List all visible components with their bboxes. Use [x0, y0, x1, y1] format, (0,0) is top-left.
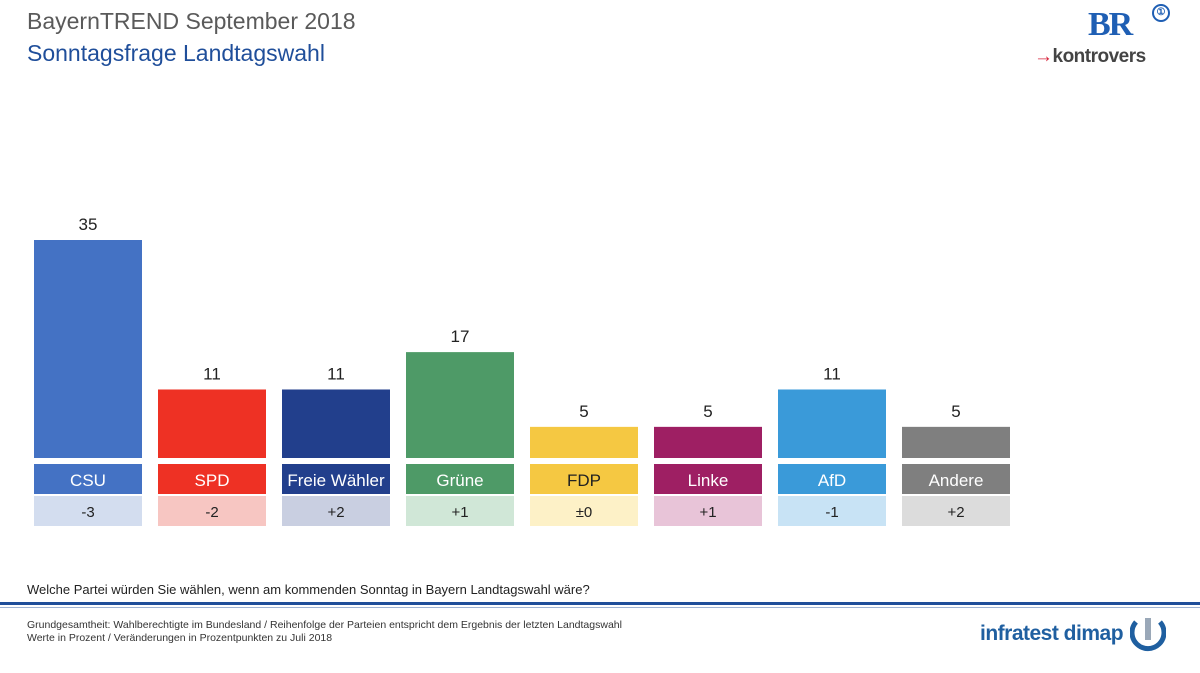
category-label-box [902, 464, 1010, 494]
change-label: -3 [81, 504, 94, 521]
category-label: Andere [929, 471, 984, 490]
bar-value-label: 35 [79, 215, 98, 234]
bar-value-label: 5 [951, 402, 960, 421]
infratest-mark-icon [1130, 618, 1166, 652]
category-label-box [34, 464, 142, 494]
bar-value-label: 5 [703, 402, 712, 421]
kontrovers-text: kontrovers [1052, 46, 1147, 67]
category-label-box [778, 464, 886, 494]
bar [778, 389, 886, 458]
kontrovers-logo: →kontrovers [1034, 46, 1146, 68]
survey-question: Welche Partei würden Sie wählen, wenn am… [27, 582, 590, 597]
bar [654, 426, 762, 458]
bar [530, 426, 638, 458]
category-label-box [282, 464, 390, 494]
bar [406, 352, 514, 458]
change-label: -2 [205, 504, 218, 521]
bar-chart: 35 CSU -3 11 SPD -2 11 Freie Wähler +2 17 Grüne +1 5… [34, 215, 1010, 526]
change-label: ±0 [576, 504, 593, 521]
category-label-box [654, 464, 762, 494]
bar-value-label: 11 [327, 364, 345, 383]
change-label: +2 [327, 504, 344, 521]
category-label: FDP [567, 471, 601, 490]
change-box [654, 496, 762, 526]
category-label-box [406, 464, 514, 494]
change-label: +1 [699, 504, 716, 521]
infratest-logo: infratest dimap [980, 622, 1124, 645]
bar [282, 389, 390, 458]
bar [902, 426, 1010, 458]
footnote-line-1: Grundgesamtheit: Wahlberechtigte im Bund… [27, 619, 622, 631]
change-label: +2 [947, 504, 964, 521]
category-label: Linke [688, 471, 729, 490]
chart-subtitle: Sonntagsfrage Landtagswahl [27, 40, 325, 66]
bar-value-label: 5 [579, 402, 588, 421]
category-label: CSU [70, 471, 106, 490]
footnote-line-2: Werte in Prozent / Veränderungen in Proz… [27, 632, 333, 644]
divider [0, 602, 1200, 605]
bar-value-label: 11 [203, 364, 221, 383]
change-box [158, 496, 266, 526]
change-box [282, 496, 390, 526]
bar-value-label: 17 [451, 327, 470, 346]
category-label: SPD [195, 471, 230, 490]
arrow-icon: → [1034, 46, 1053, 67]
change-label: +1 [451, 504, 468, 521]
bar [34, 240, 142, 458]
category-label: AfD [818, 471, 846, 490]
divider-thin [0, 607, 1200, 608]
chart-title: BayernTREND September 2018 [27, 8, 356, 34]
change-box [902, 496, 1010, 526]
category-label: Freie Wähler [287, 471, 385, 490]
category-label: Grüne [436, 471, 483, 490]
change-box [778, 496, 886, 526]
ard-mark-icon: ① [1152, 4, 1170, 22]
change-box [406, 496, 514, 526]
br-logo-text: BR [1088, 6, 1133, 43]
category-label-box [530, 464, 638, 494]
bar-value-label: 11 [823, 364, 841, 383]
category-label-box [158, 464, 266, 494]
change-box [34, 496, 142, 526]
change-box [530, 496, 638, 526]
change-label: -1 [825, 504, 838, 521]
bar [158, 389, 266, 458]
